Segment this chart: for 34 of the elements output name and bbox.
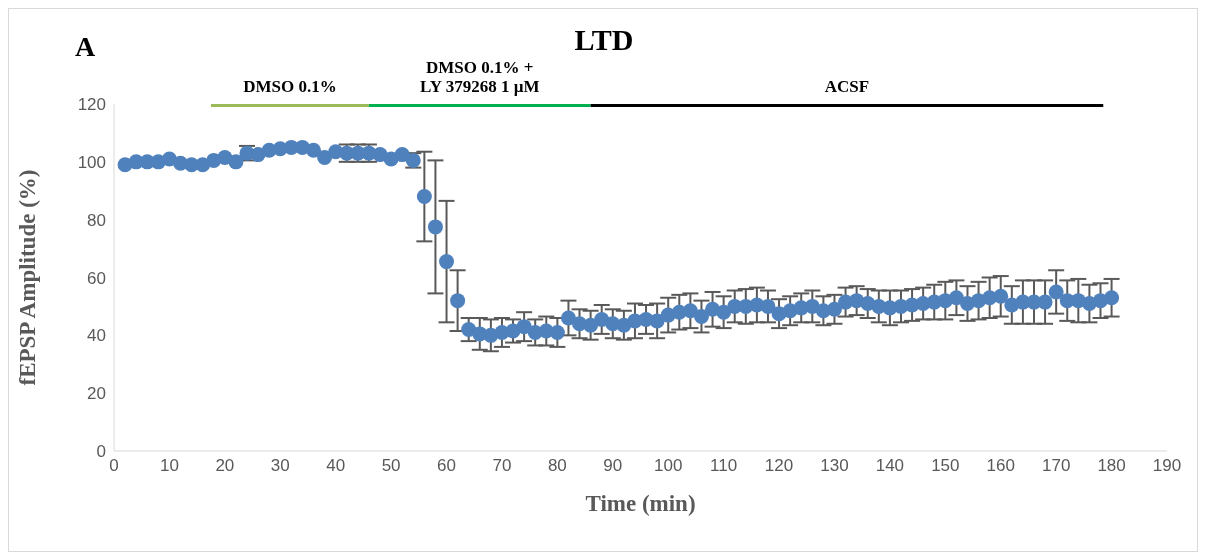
x-tick-label: 100 <box>654 456 683 476</box>
x-tick-label: 190 <box>1152 456 1182 476</box>
y-tick-label: 60 <box>87 268 106 288</box>
series-label: ACSF <box>824 77 870 96</box>
x-tick-label: 30 <box>270 456 290 476</box>
x-tick-label: 20 <box>215 456 235 476</box>
x-tick-label: 0 <box>109 456 119 476</box>
x-tick-label: 60 <box>437 456 456 476</box>
x-tick-label: 120 <box>764 456 794 476</box>
x-tick-label: 50 <box>381 456 401 476</box>
x-tick-label: 70 <box>492 456 512 476</box>
x-tick-label: 170 <box>1041 456 1071 476</box>
chart-title: LTD <box>574 23 634 56</box>
x-tick-label: 140 <box>875 456 905 476</box>
x-tick-label: 130 <box>820 456 849 476</box>
x-tick-label: 160 <box>986 456 1015 476</box>
x-tick-label: 90 <box>603 456 623 476</box>
y-tick-label: 20 <box>87 384 106 404</box>
y-tick-label: 120 <box>77 95 106 115</box>
series-label: DMSO 0.1% + LY 379268 1 µM <box>420 58 540 96</box>
x-tick-label: 110 <box>710 456 738 476</box>
y-tick-label: 100 <box>77 152 106 172</box>
y-tick-label: 40 <box>87 326 106 346</box>
y-tick-label: 80 <box>87 210 106 230</box>
x-tick-label: 10 <box>159 456 179 476</box>
x-tick-label: 40 <box>326 456 346 476</box>
x-tick-label: 150 <box>931 456 960 476</box>
x-axis-title: Time (min) <box>585 491 696 516</box>
series-label: DMSO 0.1% <box>243 77 337 96</box>
x-tick-label: 80 <box>547 456 567 476</box>
text: A <box>75 31 96 63</box>
x-tick-label: 180 <box>1097 456 1126 476</box>
y-tick-label: 0 <box>96 442 106 462</box>
y-axis-title: fEPSP Amplitude (%) <box>15 169 41 386</box>
